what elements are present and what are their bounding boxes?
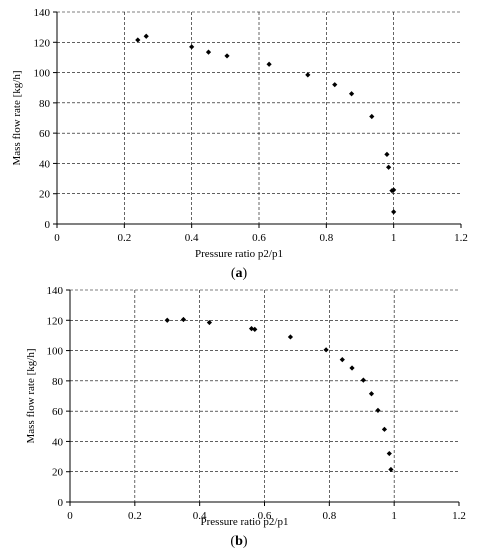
data-point <box>391 187 397 193</box>
data-point <box>369 113 375 120</box>
x-tick-label: 0.2 <box>117 232 131 244</box>
x-axis-label: Pressure ratio p2/p1 <box>201 516 289 528</box>
data-point <box>391 209 397 215</box>
y-axis-label: Mass flow rate [kg/h] <box>25 348 37 443</box>
x-tick-label: 1.2 <box>454 232 468 244</box>
y-tick-label: 100 <box>34 68 51 80</box>
x-tick-label: 0 <box>54 232 60 244</box>
data-point <box>381 426 388 432</box>
data-point <box>224 53 230 59</box>
data-point <box>386 450 392 457</box>
data-point <box>180 316 187 323</box>
data-point <box>388 466 394 473</box>
y-tick-label: 140 <box>34 7 51 19</box>
x-tick-label: 0.6 <box>252 232 266 244</box>
data-point <box>135 37 141 43</box>
x-tick-label: 0.8 <box>319 232 333 244</box>
data-point <box>164 317 170 323</box>
y-tick-label: 80 <box>52 376 64 388</box>
data-point <box>348 91 355 97</box>
chart-caption: (b) <box>230 534 247 549</box>
data-point <box>287 334 294 340</box>
chart-b: 0 0.2 0.4 0.6 0.8 1 1.2 0 20 40 60 80 100 120 140 Press… <box>25 285 466 549</box>
data-point <box>386 164 392 170</box>
data-point <box>339 357 345 363</box>
y-tick-label: 0 <box>58 497 64 509</box>
data-point <box>205 49 212 55</box>
y-tick-label: 100 <box>47 346 64 358</box>
y-tick-label: 0 <box>45 219 51 231</box>
data-point <box>143 33 149 39</box>
data-point <box>375 407 381 413</box>
data-point <box>349 365 355 371</box>
data-point <box>323 347 329 353</box>
y-tick-label: 80 <box>39 98 51 110</box>
data-point <box>248 326 255 332</box>
y-tick-label: 60 <box>52 406 64 418</box>
chart-caption: (a) <box>231 266 248 281</box>
data-point <box>305 72 311 78</box>
x-tick-label: 0.6 <box>258 510 272 522</box>
y-tick-label: 20 <box>52 467 64 479</box>
y-tick-label: 40 <box>39 158 51 170</box>
chart-a: 0 0.2 0.4 0.6 0.8 1 1.2 0 20 40 60 80 100 120 140 Press… <box>11 7 468 281</box>
x-tick-label: 1.2 <box>452 510 466 522</box>
data-point <box>266 61 272 67</box>
y-tick-label: 40 <box>52 436 64 448</box>
data-point <box>360 377 366 383</box>
y-tick-label: 20 <box>39 189 51 201</box>
x-tick-label: 0.8 <box>322 510 336 522</box>
y-axis-label: Mass flow rate [kg/h] <box>11 70 23 165</box>
y-tick-label: 120 <box>47 315 64 327</box>
data-point <box>332 82 338 88</box>
data-point <box>206 319 212 326</box>
x-tick-label: 1 <box>391 510 397 522</box>
x-tick-label: 1 <box>391 232 397 244</box>
data-point <box>384 151 390 157</box>
data-point <box>189 44 195 50</box>
x-tick-label: 0.2 <box>128 510 142 522</box>
y-tick-label: 140 <box>47 285 64 297</box>
y-tick-label: 120 <box>34 37 51 49</box>
x-axis-label: Pressure ratio p2/p1 <box>195 248 283 260</box>
x-tick-label: 0.4 <box>185 232 199 244</box>
data-point <box>368 391 375 397</box>
x-tick-label: 0.4 <box>193 510 207 522</box>
x-tick-label: 0 <box>67 510 73 522</box>
data-point <box>252 326 258 332</box>
y-tick-label: 60 <box>39 128 51 140</box>
